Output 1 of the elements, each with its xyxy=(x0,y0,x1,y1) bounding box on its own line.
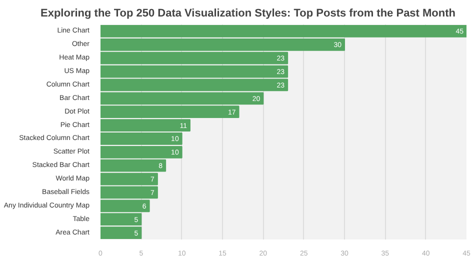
chart-title: Exploring the Top 250 Data Visualization Styles: Top Posts from the Past Month xyxy=(40,8,456,20)
